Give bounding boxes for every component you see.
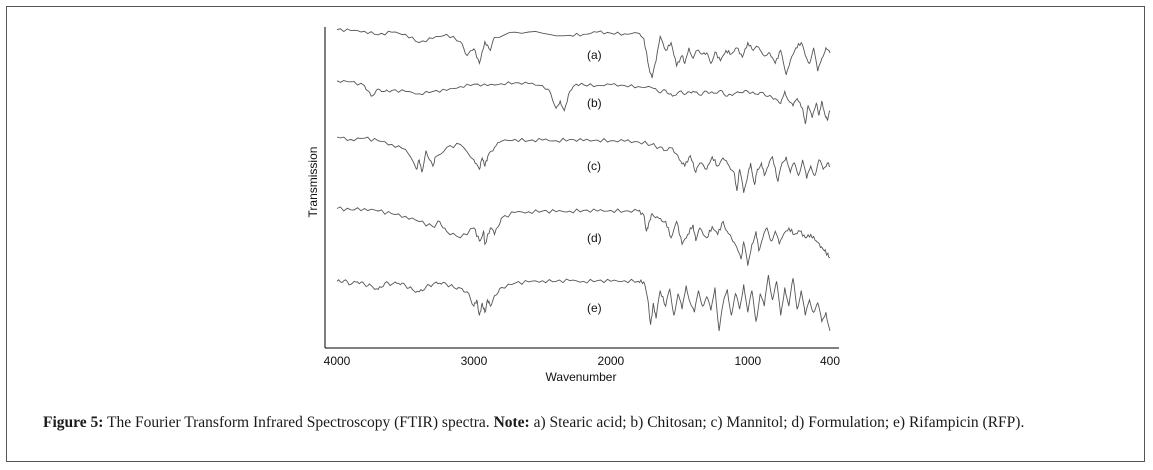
trace-label-e: (e) bbox=[587, 301, 602, 315]
x-tick-label: 2000 bbox=[598, 354, 625, 368]
ftir-chart: 4000 3000 2000 1000 400 Wavenumber Transmissio… bbox=[306, 27, 840, 384]
x-tick-label: 1000 bbox=[734, 354, 761, 368]
figure-text: The Fourier Transform Infrared Spectrosc… bbox=[103, 414, 494, 431]
figure-label: Figure 5: bbox=[43, 414, 104, 431]
note-text: a) Stearic acid; b) Chitosan; c) Mannito… bbox=[529, 414, 1025, 431]
spectrum-line-c bbox=[336, 136, 831, 193]
note-label: Note: bbox=[493, 414, 530, 431]
trace-label-a: (a) bbox=[587, 48, 602, 62]
trace-label-c: (c) bbox=[587, 159, 601, 173]
figure-frame: 4000 3000 2000 1000 400 Wavenumber Transmissio… bbox=[6, 6, 1145, 462]
y-axis-label: Transmission bbox=[306, 147, 320, 218]
x-tick-label: 3000 bbox=[461, 354, 488, 368]
trace-label-b: (b) bbox=[587, 96, 602, 110]
x-tick-label: 400 bbox=[820, 354, 840, 368]
x-tick-label: 4000 bbox=[324, 354, 351, 368]
spectrum-line-d bbox=[336, 206, 831, 266]
spectrum-line-a bbox=[336, 28, 831, 79]
figure-caption: Figure 5: The Fourier Transform Infrared… bbox=[43, 412, 1143, 434]
trace-label-d: (d) bbox=[587, 231, 602, 245]
spectrum-line-e bbox=[336, 275, 831, 332]
x-axis-label: Wavenumber bbox=[546, 370, 617, 384]
spectrum-line-b bbox=[336, 80, 831, 125]
